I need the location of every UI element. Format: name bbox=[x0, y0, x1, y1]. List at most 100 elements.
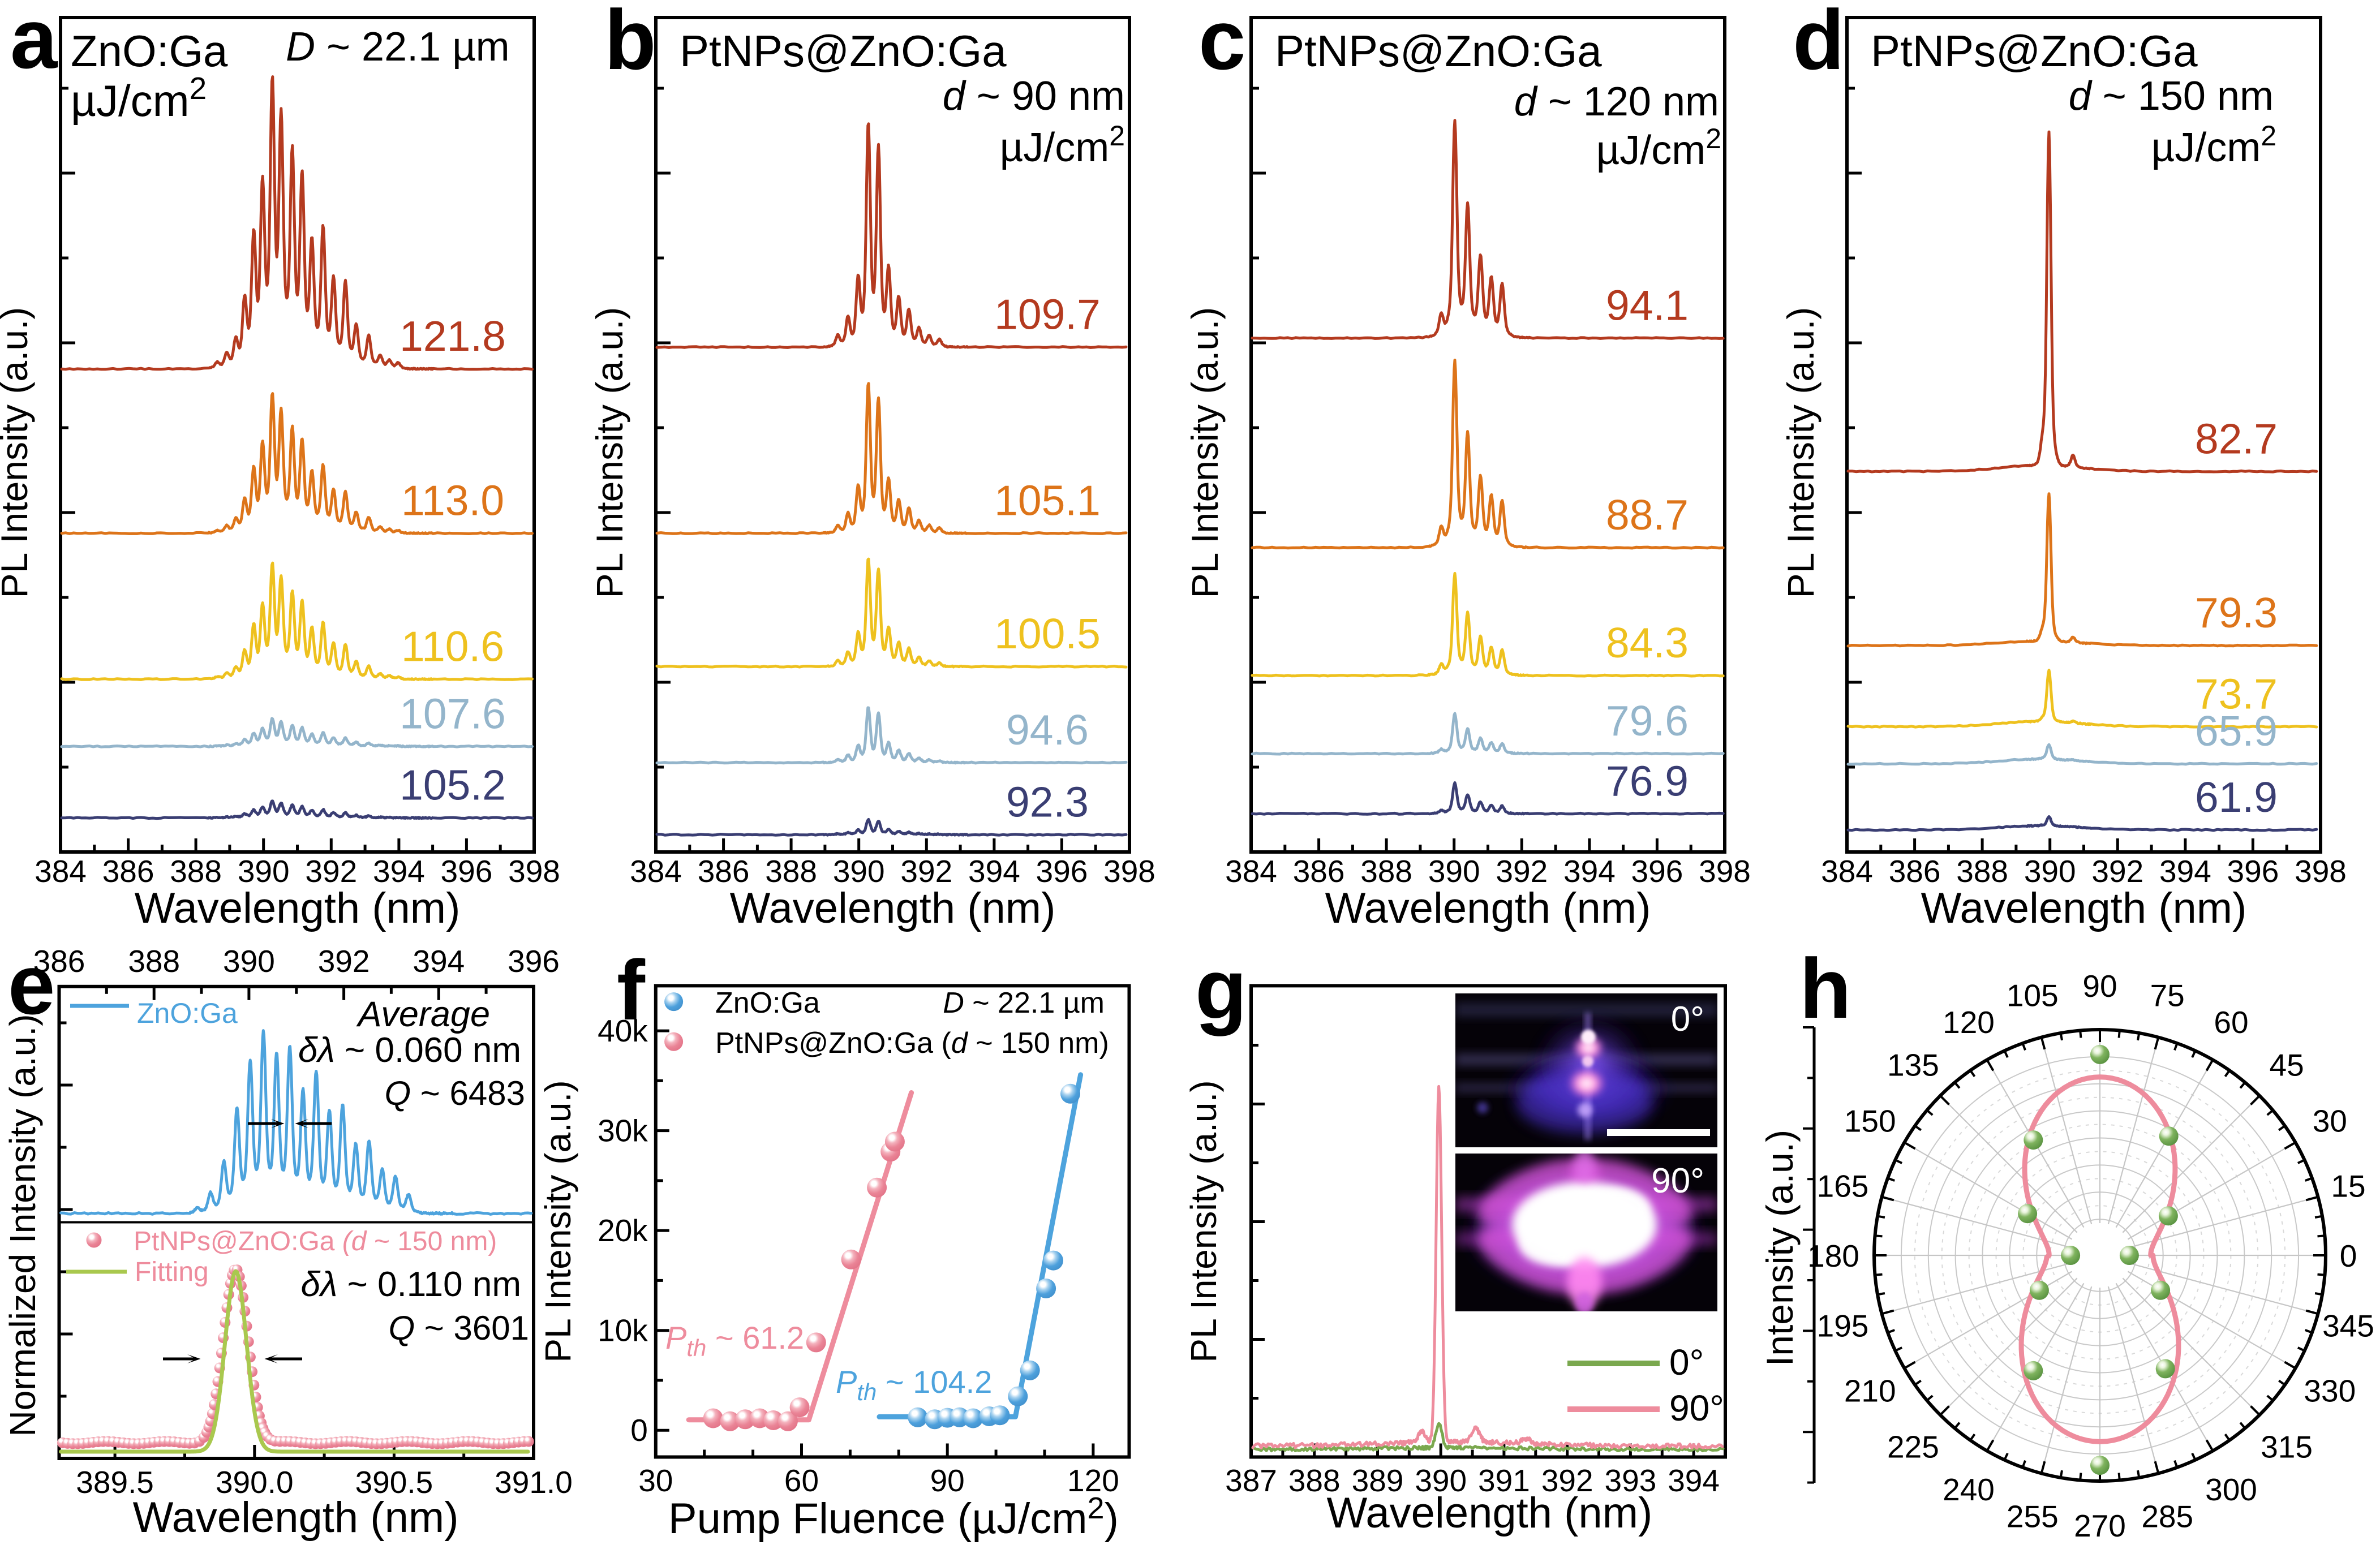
svg-text:Intensity (a.u.): Intensity (a.u.) bbox=[1759, 1130, 1801, 1366]
svg-text:Pth ~ 61.2: Pth ~ 61.2 bbox=[665, 1320, 804, 1361]
svg-text:180: 180 bbox=[1807, 1238, 1859, 1273]
svg-text:90°: 90° bbox=[1651, 1161, 1704, 1200]
svg-text:c: c bbox=[1198, 0, 1245, 87]
svg-text:82.7: 82.7 bbox=[2195, 415, 2278, 462]
svg-text:g: g bbox=[1195, 941, 1247, 1036]
svg-text:255: 255 bbox=[2007, 1499, 2059, 1534]
svg-text:µJ/cm2: µJ/cm2 bbox=[1596, 123, 1721, 173]
svg-text:392: 392 bbox=[305, 854, 357, 889]
svg-text:396: 396 bbox=[1036, 854, 1088, 889]
svg-text:393: 393 bbox=[1605, 1463, 1657, 1498]
svg-text:121.8: 121.8 bbox=[399, 312, 506, 360]
svg-text:135: 135 bbox=[1887, 1048, 1939, 1083]
svg-text:δλ ~ 0.110 nm: δλ ~ 0.110 nm bbox=[300, 1265, 521, 1304]
svg-text:388: 388 bbox=[765, 854, 817, 889]
svg-text:88.7: 88.7 bbox=[1606, 491, 1689, 539]
svg-text:386: 386 bbox=[1889, 854, 1941, 889]
svg-text:389: 389 bbox=[1352, 1463, 1404, 1498]
svg-text:a: a bbox=[10, 0, 58, 86]
svg-text:396: 396 bbox=[1631, 854, 1683, 889]
svg-text:388: 388 bbox=[1360, 854, 1412, 889]
svg-text:90°: 90° bbox=[1669, 1388, 1724, 1428]
svg-text:386: 386 bbox=[698, 854, 750, 889]
svg-text:270: 270 bbox=[2074, 1508, 2126, 1543]
svg-text:61.9: 61.9 bbox=[2195, 773, 2278, 821]
svg-text:PL Intensity (a.u.): PL Intensity (a.u.) bbox=[538, 1080, 578, 1362]
svg-text:90: 90 bbox=[930, 1463, 965, 1498]
svg-text:105: 105 bbox=[2007, 978, 2059, 1013]
svg-text:76.9: 76.9 bbox=[1606, 757, 1689, 804]
svg-text:240: 240 bbox=[1943, 1472, 1995, 1507]
svg-text:84.3: 84.3 bbox=[1606, 619, 1689, 666]
svg-text:390: 390 bbox=[1428, 854, 1480, 889]
svg-text:ZnO:Ga: ZnO:Ga bbox=[137, 997, 238, 1029]
svg-text:113.0: 113.0 bbox=[401, 477, 504, 524]
svg-text:105.2: 105.2 bbox=[399, 761, 506, 809]
svg-text:e: e bbox=[8, 937, 55, 1032]
svg-text:330: 330 bbox=[2304, 1374, 2356, 1409]
svg-text:396: 396 bbox=[441, 854, 493, 889]
svg-text:d ~ 150 nm: d ~ 150 nm bbox=[2069, 74, 2274, 119]
svg-text:384: 384 bbox=[630, 854, 682, 889]
svg-text:394: 394 bbox=[2159, 854, 2211, 889]
svg-text:396: 396 bbox=[508, 944, 560, 979]
svg-text:D ~ 22.1 µm: D ~ 22.1 µm bbox=[286, 24, 510, 70]
svg-text:300: 300 bbox=[2205, 1472, 2257, 1507]
svg-text:210: 210 bbox=[1844, 1374, 1896, 1409]
svg-text:195: 195 bbox=[1817, 1309, 1869, 1344]
svg-text:398: 398 bbox=[508, 854, 560, 889]
svg-text:398: 398 bbox=[1103, 854, 1155, 889]
svg-text:109.7: 109.7 bbox=[994, 291, 1101, 338]
svg-text:PtNPs@ZnO:Ga: PtNPs@ZnO:Ga bbox=[680, 26, 1007, 76]
svg-text:165: 165 bbox=[1817, 1169, 1869, 1204]
svg-text:389.5: 389.5 bbox=[76, 1465, 154, 1500]
svg-text:Average: Average bbox=[355, 995, 490, 1034]
svg-text:392: 392 bbox=[1541, 1463, 1593, 1498]
svg-text:30: 30 bbox=[2313, 1104, 2347, 1139]
svg-text:65.9: 65.9 bbox=[2195, 707, 2278, 755]
svg-text:30k: 30k bbox=[598, 1113, 648, 1148]
svg-text:387: 387 bbox=[1225, 1463, 1277, 1498]
svg-text:PtNPs@ZnO:Ga (d ~ 150 nm): PtNPs@ZnO:Ga (d ~ 150 nm) bbox=[715, 1027, 1109, 1060]
svg-text:60: 60 bbox=[2214, 1005, 2248, 1040]
svg-text:100.5: 100.5 bbox=[994, 610, 1101, 657]
svg-text:79.6: 79.6 bbox=[1606, 697, 1689, 744]
svg-text:b: b bbox=[604, 0, 656, 87]
svg-text:d: d bbox=[1793, 0, 1845, 87]
svg-text:390: 390 bbox=[1415, 1463, 1467, 1498]
svg-text:ZnO:Ga: ZnO:Ga bbox=[715, 987, 820, 1019]
svg-text:396: 396 bbox=[2227, 854, 2279, 889]
svg-text:394: 394 bbox=[1563, 854, 1616, 889]
svg-text:150: 150 bbox=[1844, 1104, 1896, 1139]
svg-text:394: 394 bbox=[373, 854, 425, 889]
svg-text:390: 390 bbox=[833, 854, 885, 889]
svg-text:392: 392 bbox=[318, 944, 370, 979]
svg-text:386: 386 bbox=[33, 944, 85, 979]
svg-text:398: 398 bbox=[1699, 854, 1751, 889]
svg-text:75: 75 bbox=[2150, 978, 2185, 1013]
svg-text:PL Intensity (a.u.): PL Intensity (a.u.) bbox=[1780, 307, 1821, 599]
svg-text:δλ ~ 0.060 nm: δλ ~ 0.060 nm bbox=[298, 1031, 521, 1070]
svg-text:110.6: 110.6 bbox=[401, 623, 504, 670]
svg-text:10k: 10k bbox=[598, 1313, 648, 1348]
svg-text:PtNPs@ZnO:Ga: PtNPs@ZnO:Ga bbox=[1871, 26, 2198, 76]
svg-text:388: 388 bbox=[1956, 854, 2008, 889]
svg-text:345: 345 bbox=[2322, 1309, 2374, 1344]
svg-text:Wavelength (nm): Wavelength (nm) bbox=[133, 1494, 459, 1542]
svg-text:285: 285 bbox=[2141, 1499, 2193, 1534]
svg-text:92.3: 92.3 bbox=[1006, 778, 1089, 825]
svg-text:391.0: 391.0 bbox=[495, 1465, 573, 1500]
svg-text:105.1: 105.1 bbox=[994, 477, 1101, 524]
svg-text:386: 386 bbox=[1293, 854, 1345, 889]
svg-text:94.6: 94.6 bbox=[1006, 706, 1089, 754]
svg-text:390.5: 390.5 bbox=[355, 1465, 433, 1500]
svg-text:120: 120 bbox=[1943, 1005, 1995, 1040]
svg-text:90: 90 bbox=[2082, 969, 2117, 1004]
svg-text:PL Intensity (a.u.): PL Intensity (a.u.) bbox=[1184, 307, 1226, 599]
svg-text:388: 388 bbox=[1288, 1463, 1341, 1498]
svg-text:398: 398 bbox=[2295, 854, 2347, 889]
svg-text:225: 225 bbox=[1887, 1429, 1939, 1464]
svg-text:45: 45 bbox=[2270, 1048, 2304, 1083]
svg-text:107.6: 107.6 bbox=[399, 690, 506, 737]
svg-text:73.7: 73.7 bbox=[2195, 670, 2278, 717]
